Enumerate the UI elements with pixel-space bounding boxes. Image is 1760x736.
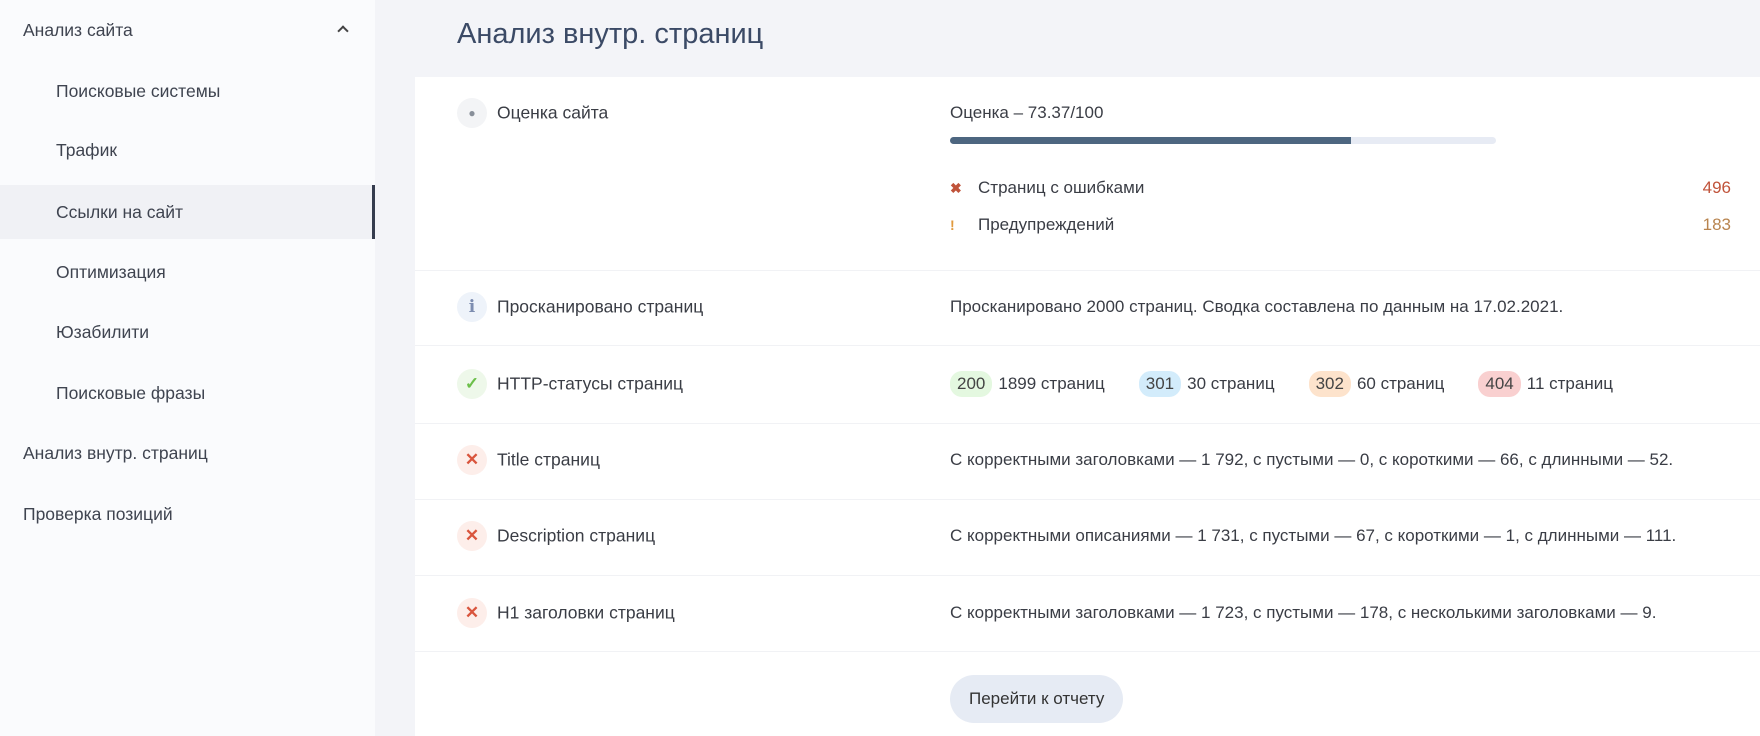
- cross-icon: ✕: [457, 521, 487, 551]
- description-check-label: Description страниц: [497, 525, 656, 546]
- sidebar-item-search-phrases[interactable]: Поисковые фразы: [0, 366, 375, 420]
- sidebar-item-site-analysis[interactable]: Анализ сайта: [0, 3, 375, 57]
- status-count: 30 страниц: [1187, 374, 1275, 393]
- scanned-text: Просканировано 2000 страниц. Сводка сост…: [950, 297, 1564, 316]
- status-count: 1899 страниц: [998, 374, 1105, 393]
- sidebar-item-label: Юзабилити: [56, 321, 150, 342]
- sidebar-item-label: Анализ внутр. страниц: [23, 442, 208, 463]
- title-check-label: Title страниц: [497, 449, 600, 470]
- status-301: 301 30 страниц: [1138, 371, 1275, 397]
- status-badge: 301: [1138, 371, 1182, 397]
- chevron-up-icon[interactable]: [337, 25, 349, 37]
- sidebar-item-label: Поисковые фразы: [56, 382, 206, 403]
- h1-check-label: H1 заголовки страниц: [497, 602, 675, 623]
- check-icon: ✓: [457, 369, 487, 399]
- warnings-stat: ! Предупреждений 183: [950, 215, 1731, 235]
- score-label: Оценка сайта: [497, 102, 609, 123]
- status-badge: 302: [1308, 371, 1351, 397]
- errors-stat: ✖ Страниц с ошибками 496: [950, 178, 1731, 198]
- title-check-text: С корректными заголовками — 1 792, с пус…: [950, 450, 1674, 469]
- sidebar-item-internal-pages[interactable]: Анализ внутр. страниц: [0, 426, 375, 480]
- cross-icon: ✕: [457, 598, 487, 628]
- sidebar: Анализ сайта Поисковые системы Трафик Сс…: [0, 0, 375, 736]
- score-progress-fill: [950, 137, 1351, 144]
- sidebar-item-traffic[interactable]: Трафик: [0, 123, 375, 177]
- status-badge: 200: [950, 371, 993, 397]
- sidebar-item-label: Анализ сайта: [23, 19, 133, 40]
- info-icon: i: [457, 292, 487, 322]
- exclamation-icon: !: [950, 217, 955, 233]
- status-count: 11 страниц: [1526, 374, 1613, 393]
- sidebar-item-label: Поисковые системы: [56, 80, 221, 101]
- status-302: 302 60 страниц: [1308, 371, 1445, 397]
- report-panel: ● Оценка сайта Оценка – 73.37/100 ✖ Стра…: [415, 77, 1760, 736]
- divider: [415, 651, 1760, 652]
- sidebar-item-search-engines[interactable]: Поисковые системы: [0, 64, 375, 118]
- sidebar-item-label: Ссылки на сайт: [56, 201, 184, 222]
- page-title: Анализ внутр. страниц: [457, 18, 764, 50]
- sidebar-item-label: Оптимизация: [56, 261, 166, 282]
- sidebar-item-label: Трафик: [56, 139, 118, 160]
- divider: [415, 575, 1760, 576]
- dot-icon: ●: [457, 98, 487, 128]
- status-200: 200 1899 страниц: [950, 371, 1105, 397]
- divider: [415, 270, 1760, 271]
- cross-icon: ✖: [950, 179, 962, 196]
- description-check-text: С корректными описаниями — 1 731, с пуст…: [950, 526, 1677, 545]
- errors-count: 496: [1702, 178, 1731, 197]
- status-count: 60 страниц: [1356, 374, 1445, 393]
- sidebar-item-backlinks[interactable]: Ссылки на сайт: [0, 185, 375, 239]
- divider: [415, 345, 1760, 346]
- http-statuses: 200 1899 страниц 301 30 страниц 302 60 стра…: [950, 371, 1613, 397]
- score-text: Оценка – 73.37/100: [950, 103, 1104, 122]
- divider: [415, 499, 1760, 500]
- warnings-label: Предупреждений: [978, 215, 1115, 234]
- h1-check-text: С корректными заголовками — 1 723, с пус…: [950, 603, 1657, 622]
- score-progress-bar: [950, 137, 1496, 144]
- sidebar-item-usability[interactable]: Юзабилити: [0, 305, 375, 359]
- status-404: 404 11 страниц: [1478, 371, 1613, 397]
- sidebar-item-positions[interactable]: Проверка позиций: [0, 487, 375, 541]
- sidebar-item-optimization[interactable]: Оптимизация: [0, 245, 375, 299]
- go-to-report-button[interactable]: Перейти к отчету: [950, 675, 1124, 723]
- divider: [415, 423, 1760, 424]
- errors-label: Страниц с ошибками: [978, 178, 1145, 197]
- http-label: HTTP-статусы страниц: [497, 373, 684, 394]
- sidebar-item-label: Проверка позиций: [23, 503, 173, 524]
- cross-icon: ✕: [457, 445, 487, 475]
- status-badge: 404: [1478, 371, 1521, 397]
- scanned-label: Просканировано страниц: [497, 296, 704, 317]
- warnings-count: 183: [1702, 215, 1731, 234]
